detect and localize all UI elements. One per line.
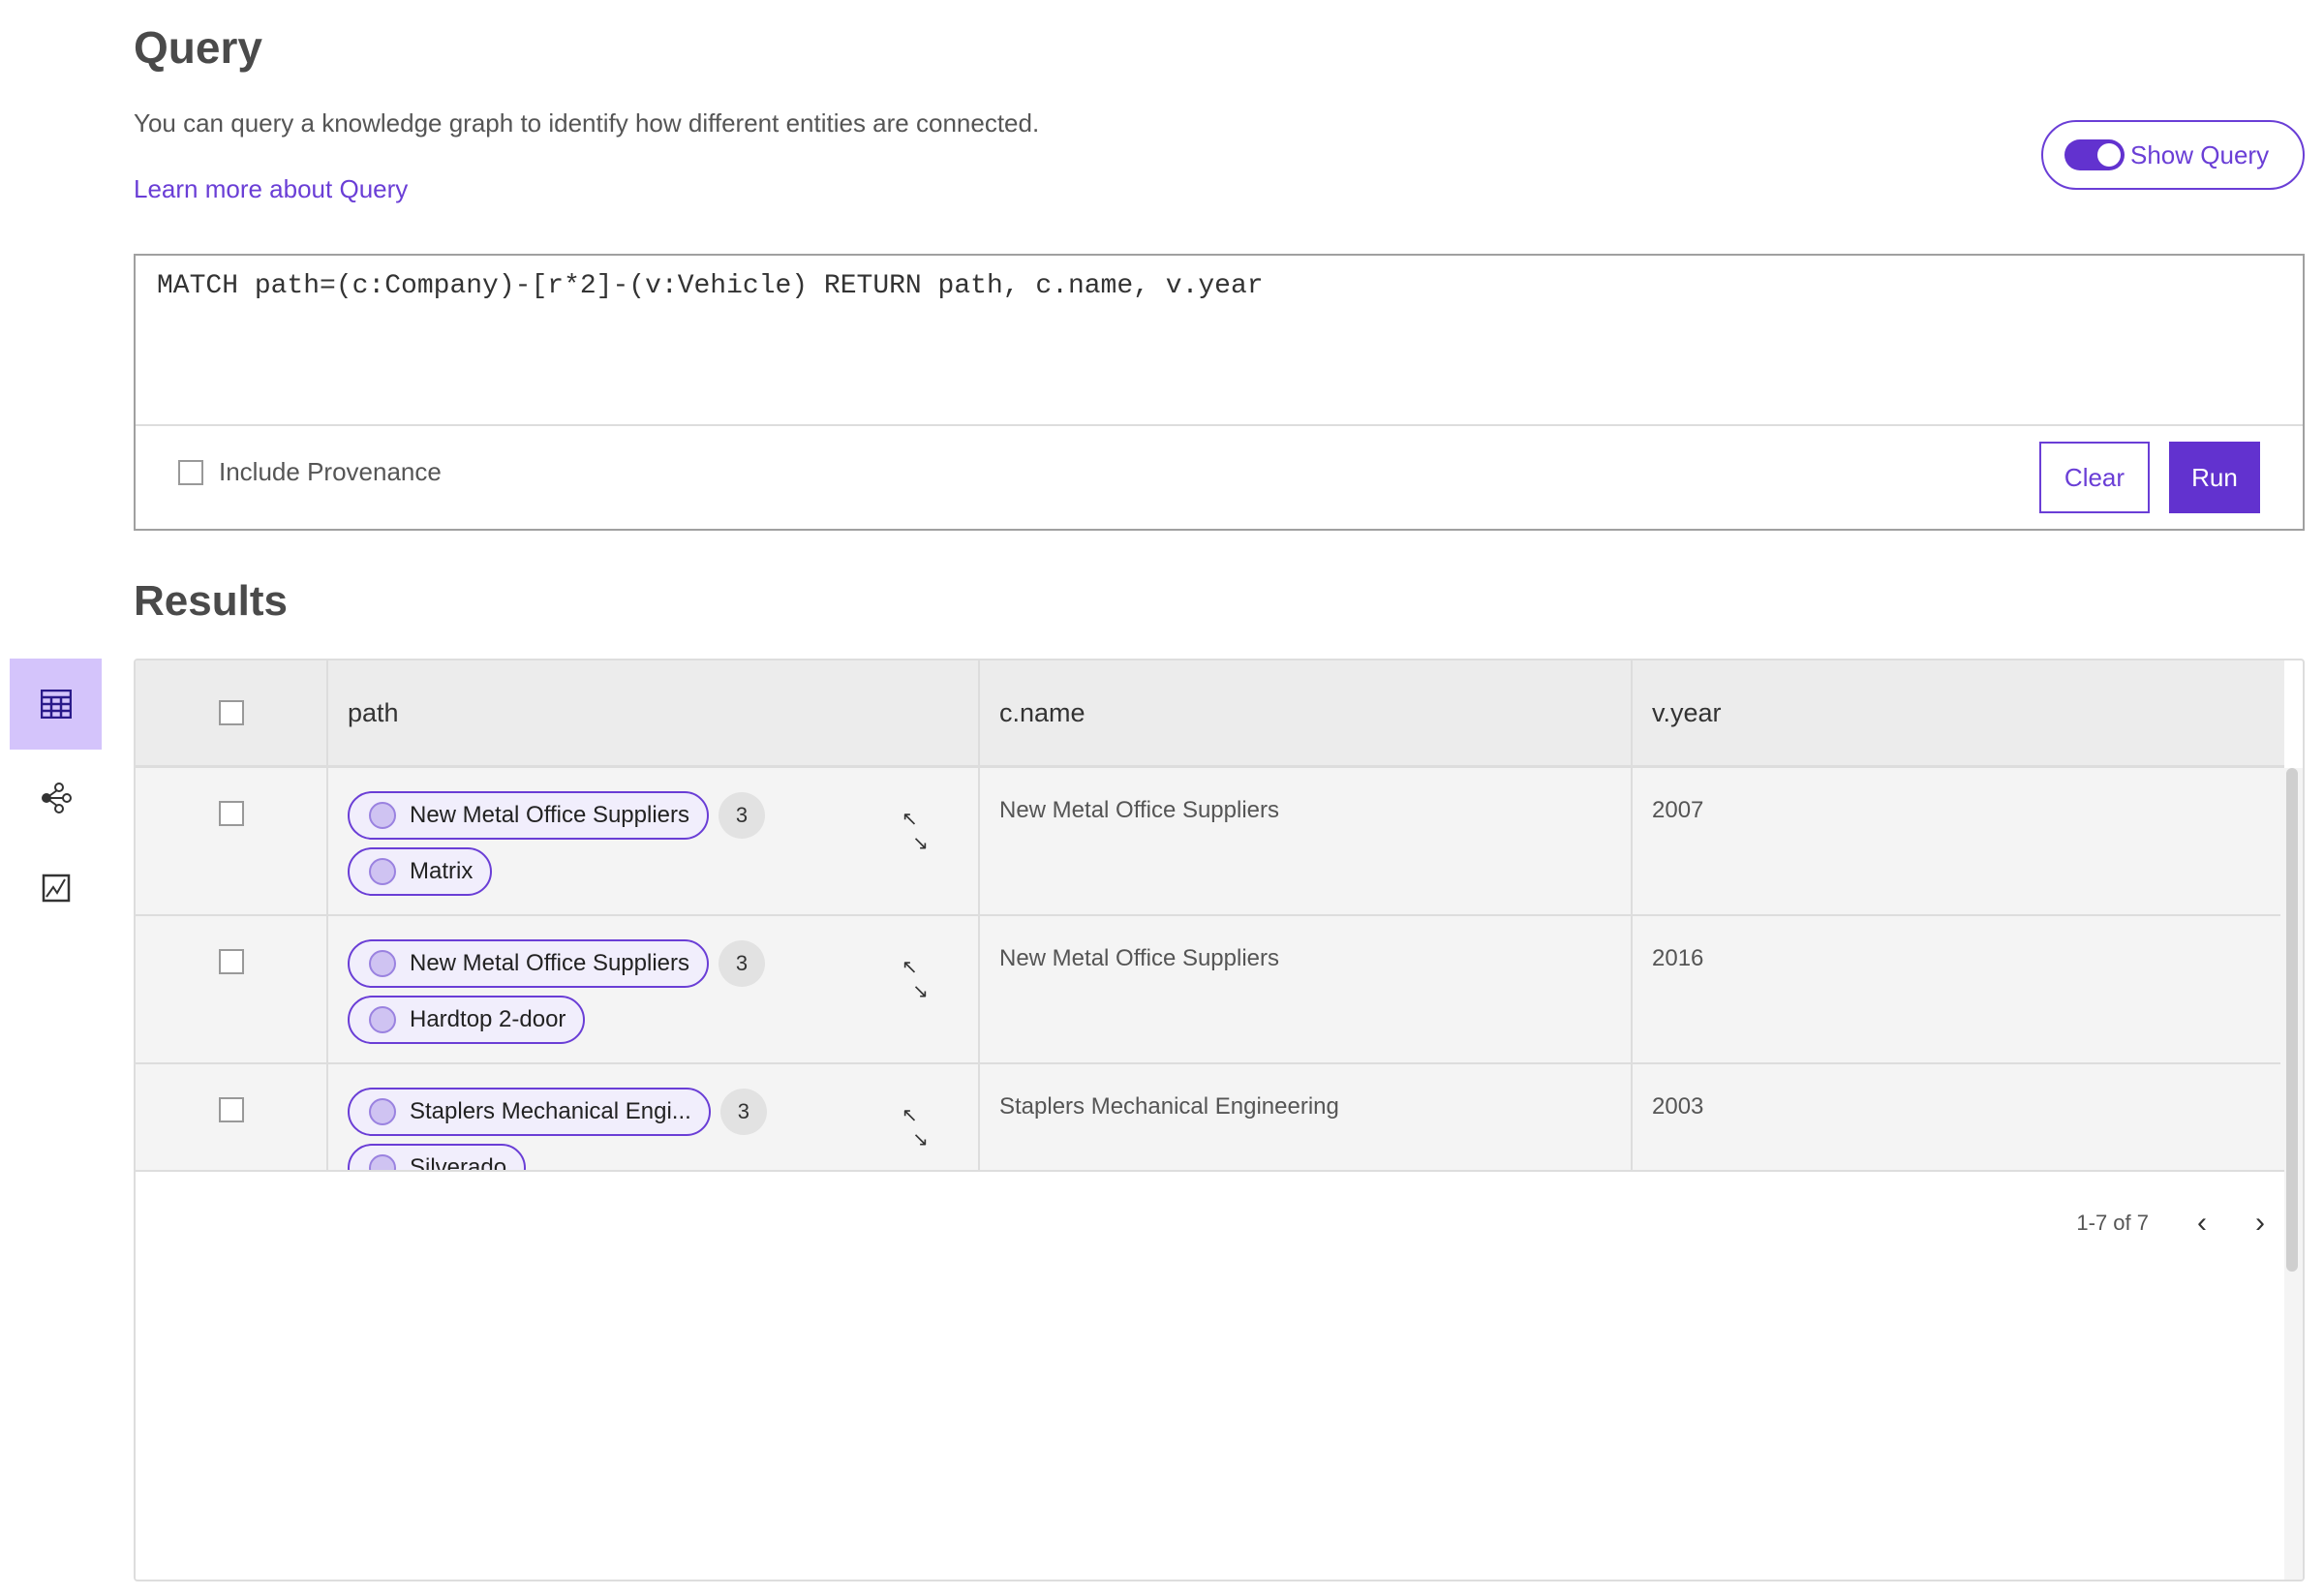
table-row[interactable]: New Metal Office Suppliers 3 Matrix ↖ ↘ N… — [136, 768, 2284, 916]
expand-icon[interactable]: ↖ ↘ — [902, 1105, 929, 1151]
node-icon — [369, 1098, 396, 1125]
start-node-label: New Metal Office Suppliers — [410, 802, 690, 828]
pagination-label: 1-7 of 7 — [2076, 1211, 2149, 1235]
learn-more-link[interactable]: Learn more about Query — [134, 174, 409, 203]
expand-icon[interactable]: ↖ ↘ — [902, 957, 929, 1002]
select-all-checkbox[interactable] — [218, 700, 244, 725]
path-cell: New Metal Office Suppliers 3 Hardtop 2-do… — [328, 916, 980, 1062]
query-input[interactable] — [136, 256, 2303, 426]
table-row[interactable]: Staplers Mechanical Engi... 3 Silverado ↖… — [136, 1064, 2284, 1170]
clear-button[interactable]: Clear — [2039, 442, 2150, 513]
start-node-chip[interactable]: New Metal Office Suppliers — [348, 791, 710, 840]
graph-icon — [41, 783, 72, 813]
include-provenance[interactable]: Include Provenance — [178, 457, 442, 487]
cname-cell: Staplers Mechanical Engineering — [980, 1064, 1633, 1170]
table-row[interactable]: New Metal Office Suppliers 3 Hardtop 2-do… — [136, 916, 2284, 1064]
chart-icon — [42, 874, 70, 903]
cname-cell: New Metal Office Suppliers — [980, 768, 1633, 914]
node-icon — [369, 950, 396, 977]
results-title: Results — [134, 577, 288, 625]
page-title: Query — [134, 22, 262, 73]
hop-count-badge: 3 — [719, 792, 766, 839]
vyear-cell: 2003 — [1652, 1093, 1704, 1120]
column-header-path[interactable]: path — [328, 660, 980, 765]
toggle-switch[interactable] — [2064, 139, 2125, 170]
node-icon — [369, 858, 396, 885]
node-icon — [369, 802, 396, 829]
end-node-chip[interactable]: Matrix — [348, 847, 493, 896]
table-footer: 1-7 of 7 ‹ › — [136, 1170, 2284, 1580]
table-body: New Metal Office Suppliers 3 Matrix ↖ ↘ N… — [136, 768, 2284, 1170]
start-node-label: Staplers Mechanical Engi... — [410, 1098, 691, 1124]
results-table: path c.name v.year New Metal Office Supp… — [134, 659, 2305, 1581]
include-provenance-label: Include Provenance — [219, 457, 442, 486]
run-button[interactable]: Run — [2169, 442, 2260, 513]
pagination: 1-7 of 7 ‹ › — [2076, 1207, 2265, 1240]
scrollbar-thumb[interactable] — [2286, 768, 2298, 1272]
row-checkbox[interactable] — [218, 949, 244, 974]
next-page-icon[interactable]: › — [2255, 1207, 2265, 1239]
end-node-chip[interactable]: Silverado — [348, 1144, 527, 1170]
vyear-cell: 2016 — [1652, 945, 1704, 971]
table-header: path c.name v.year — [136, 660, 2284, 768]
chart-view-button[interactable] — [10, 874, 102, 903]
end-node-label: Hardtop 2-door — [410, 1006, 566, 1032]
row-checkbox[interactable] — [218, 801, 244, 826]
vyear-cell: 2007 — [1652, 797, 1704, 823]
hop-count-badge: 3 — [719, 940, 766, 987]
hop-count-badge: 3 — [719, 1089, 767, 1135]
column-header-vyear[interactable]: v.year — [1652, 697, 1722, 727]
path-cell: New Metal Office Suppliers 3 Matrix ↖ ↘ — [328, 768, 980, 914]
table-icon — [40, 690, 72, 719]
expand-icon[interactable]: ↖ ↘ — [902, 809, 929, 854]
start-node-chip[interactable]: New Metal Office Suppliers — [348, 939, 710, 988]
previous-page-icon[interactable]: ‹ — [2197, 1207, 2207, 1239]
show-query-label: Show Query — [2130, 139, 2270, 169]
path-cell: Staplers Mechanical Engi... 3 Silverado ↖… — [328, 1064, 980, 1170]
table-view-button[interactable] — [10, 659, 102, 750]
start-node-label: New Metal Office Suppliers — [410, 950, 690, 976]
node-icon — [369, 1006, 396, 1033]
scrollbar[interactable] — [2280, 768, 2303, 1580]
cname-cell: New Metal Office Suppliers — [980, 916, 1633, 1062]
end-node-label: Silverado — [410, 1154, 507, 1170]
graph-view-button[interactable] — [10, 783, 102, 813]
include-provenance-checkbox[interactable] — [178, 459, 203, 485]
query-editor: Include Provenance Clear Run — [134, 254, 2305, 531]
end-node-label: Matrix — [410, 858, 474, 884]
column-header-cname[interactable]: c.name — [980, 660, 1633, 765]
start-node-chip[interactable]: Staplers Mechanical Engi... — [348, 1088, 711, 1136]
node-icon — [369, 1154, 396, 1170]
end-node-chip[interactable]: Hardtop 2-door — [348, 996, 586, 1044]
row-checkbox[interactable] — [218, 1097, 244, 1122]
show-query-toggle[interactable]: Show Query — [2041, 120, 2305, 190]
page-description: You can query a knowledge graph to ident… — [134, 108, 1040, 138]
